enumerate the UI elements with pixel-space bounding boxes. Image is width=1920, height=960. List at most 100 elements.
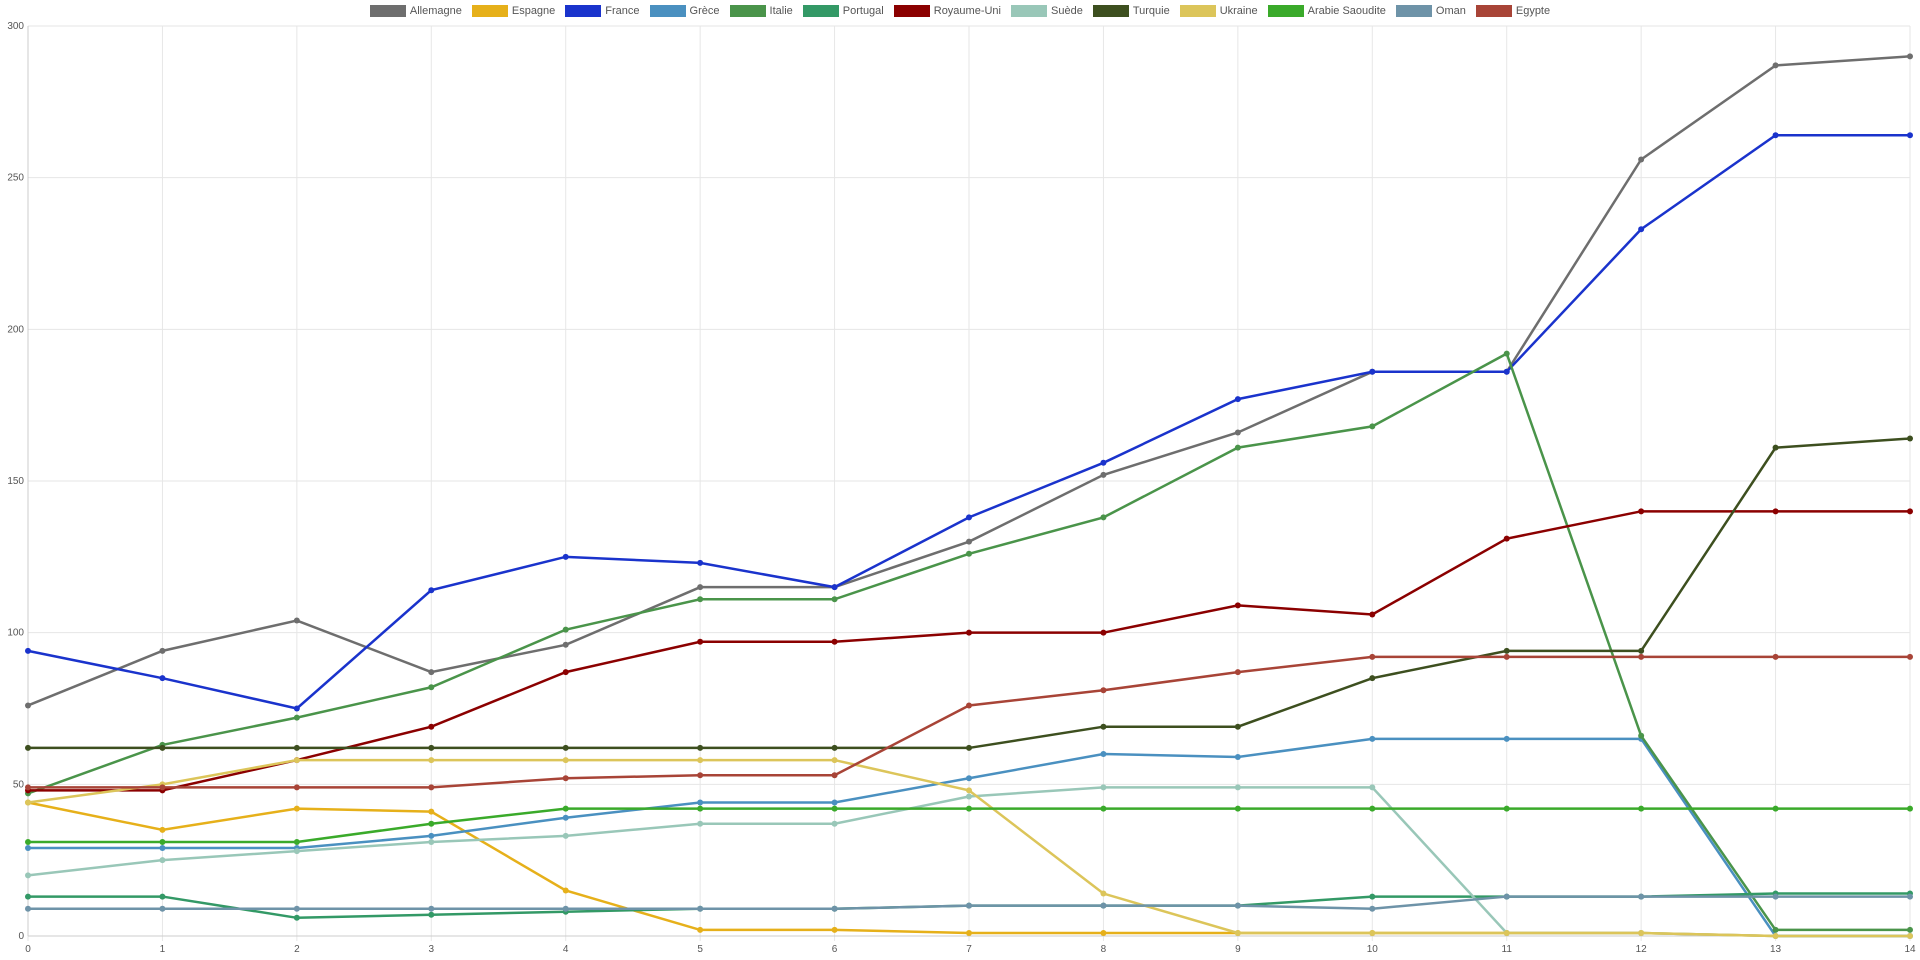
point <box>1234 396 1241 403</box>
point <box>1369 653 1376 660</box>
legend-item[interactable]: Allemagne <box>369 5 462 17</box>
series <box>25 653 1913 791</box>
legend-item[interactable]: France <box>565 5 640 17</box>
point <box>25 905 31 912</box>
point <box>1907 132 1913 139</box>
point <box>428 808 435 815</box>
legend-item[interactable]: Royaume-Uni <box>893 5 1001 17</box>
point <box>562 641 569 648</box>
legend-item[interactable]: Suède <box>1011 5 1083 17</box>
point <box>1100 805 1107 812</box>
legend-swatch <box>369 5 406 17</box>
series <box>25 757 1913 939</box>
legend-item[interactable]: Oman <box>1395 5 1466 17</box>
point <box>1907 933 1913 939</box>
point <box>1907 893 1913 900</box>
point <box>428 669 435 676</box>
point <box>697 905 704 912</box>
legend-item[interactable]: Turquie <box>1092 5 1170 17</box>
point <box>1369 611 1376 618</box>
legend-item[interactable]: Italie <box>729 5 793 17</box>
legend-swatch <box>1179 5 1216 17</box>
point <box>1234 784 1241 791</box>
point <box>428 757 435 764</box>
point <box>1100 459 1107 466</box>
x-tick-label: 0 <box>25 944 31 955</box>
x-tick-label: 13 <box>1770 944 1782 955</box>
legend-swatch <box>1011 5 1047 17</box>
point <box>293 705 300 712</box>
legend-label: Italie <box>769 5 793 17</box>
point <box>1907 926 1913 933</box>
legend-label: Allemagne <box>409 5 462 17</box>
point <box>25 893 31 900</box>
point <box>697 559 704 566</box>
point <box>1638 893 1645 900</box>
point <box>25 744 31 751</box>
point <box>428 832 435 839</box>
y-tick-label: 250 <box>7 173 24 184</box>
point <box>428 723 435 730</box>
point <box>697 744 704 751</box>
y-tick-label: 100 <box>7 628 24 639</box>
point <box>1234 902 1241 909</box>
point <box>159 838 166 845</box>
point <box>697 638 704 645</box>
point <box>697 584 704 591</box>
point <box>1234 669 1241 676</box>
point <box>562 553 569 560</box>
point <box>966 702 972 709</box>
x-tick-label: 14 <box>1904 944 1916 955</box>
legend-item[interactable]: Arabie Saoudite <box>1267 5 1386 17</box>
legend-item[interactable]: Espagne <box>471 5 556 17</box>
legend-swatch <box>565 5 602 17</box>
point <box>1369 368 1376 375</box>
point <box>966 787 972 794</box>
point <box>1503 929 1510 936</box>
point <box>562 775 569 782</box>
legend-item[interactable]: Grèce <box>649 5 720 17</box>
legend-swatch <box>1475 5 1512 17</box>
x-tick-label: 4 <box>563 944 569 955</box>
point <box>1100 751 1107 757</box>
point <box>1100 687 1107 694</box>
point <box>25 838 31 845</box>
legend-label: Royaume-Uni <box>933 5 1001 17</box>
series <box>25 805 1913 845</box>
legend-label: Oman <box>1435 5 1466 17</box>
point <box>159 784 166 791</box>
point <box>1234 754 1241 761</box>
point <box>1503 647 1510 654</box>
legend-label: Espagne <box>511 5 556 17</box>
point <box>1369 784 1376 791</box>
point <box>293 744 300 751</box>
x-tick-label: 8 <box>1101 944 1107 955</box>
point <box>831 820 838 827</box>
point <box>1503 368 1510 375</box>
point <box>1100 890 1107 897</box>
point <box>159 845 166 852</box>
point <box>697 805 704 812</box>
point <box>966 929 972 936</box>
legend-swatch <box>893 5 930 17</box>
point <box>159 893 166 900</box>
point <box>1638 929 1645 936</box>
point <box>831 596 838 603</box>
x-tick-label: 3 <box>429 944 435 955</box>
point <box>293 805 300 812</box>
legend-label: Portugal <box>842 5 884 17</box>
point <box>1369 929 1376 936</box>
x-tick-label: 6 <box>832 944 838 955</box>
legend-item[interactable]: Portugal <box>802 5 884 17</box>
point <box>831 744 838 751</box>
legend-swatch <box>1092 5 1129 17</box>
point <box>293 914 300 921</box>
legend-item[interactable]: Egypte <box>1475 5 1550 17</box>
point <box>697 772 704 779</box>
point <box>293 784 300 791</box>
point <box>1638 805 1645 812</box>
point <box>428 838 435 845</box>
legend-item[interactable]: Ukraine <box>1179 5 1258 17</box>
